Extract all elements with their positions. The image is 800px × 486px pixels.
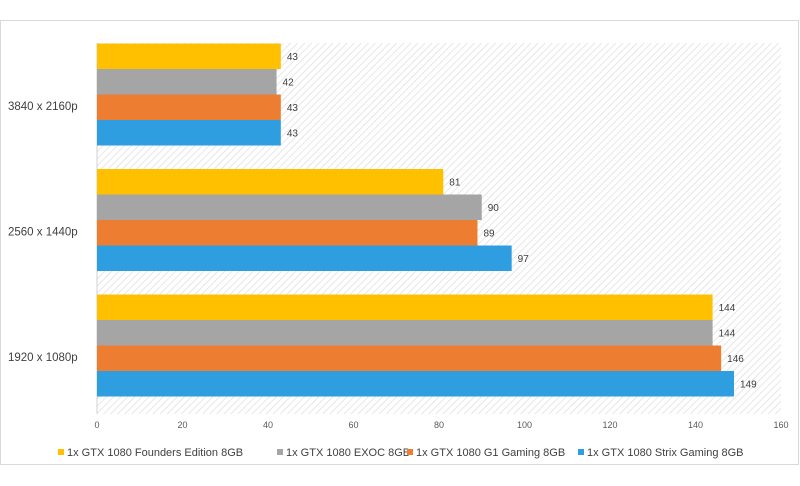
legend: 1x GTX 1080 Founders Edition 8GB 1x GTX 1… [58,447,744,459]
data-label-1920-x-1080p-series-3: 146 [727,354,744,365]
data-label-2560-x-1440p-series-1: 81 [449,177,461,188]
data-label-1920-x-1080p-series-1: 144 [719,303,736,314]
bar-3840-x-2160p-series-4 [97,120,281,146]
x-tick-label-80: 80 [434,420,444,430]
x-tick-label-160: 160 [773,420,788,430]
data-label-3840-x-2160p-series-4: 43 [287,128,299,139]
x-tick-label-100: 100 [517,420,532,430]
legend-label-series-1: 1x GTX 1080 Founders Edition 8GB [67,447,243,459]
bars-layer [97,43,734,397]
x-tick-label-140: 140 [688,420,703,430]
bar-chart: 43 42 43 43 81 90 89 97 144 144 146 149 3840 x 2160… [8,43,789,459]
data-label-2560-x-1440p-series-3: 89 [483,228,495,239]
bar-1920-x-1080p-series-1 [97,294,713,320]
data-labels-layer: 43 42 43 43 81 90 89 97 144 144 146 149 [283,52,758,391]
x-tick-label-120: 120 [602,420,617,430]
chart-frame: 43 42 43 43 81 90 89 97 144 144 146 149 3840 x 2160… [0,20,799,465]
legend-swatch-series-1 [58,449,64,455]
bar-3840-x-2160p-series-3 [97,94,281,120]
bar-1920-x-1080p-series-4 [97,371,734,397]
data-label-3840-x-2160p-series-2: 42 [283,77,295,88]
bar-1920-x-1080p-series-2 [97,320,713,346]
data-label-2560-x-1440p-series-4: 97 [518,254,530,265]
data-label-1920-x-1080p-series-2: 144 [719,328,736,339]
category-label-2560-x-1440p: 2560 x 1440p [8,226,78,238]
legend-label-series-3: 1x GTX 1080 G1 Gaming 8GB [416,447,565,459]
bar-2560-x-1440p-series-3 [97,220,478,246]
bar-2560-x-1440p-series-4 [97,245,512,271]
bar-3840-x-2160p-series-1 [97,43,281,69]
x-tick-label-60: 60 [348,420,358,430]
legend-swatch-series-2 [277,449,283,455]
bar-2560-x-1440p-series-2 [97,194,482,220]
legend-label-series-2: 1x GTX 1080 EXOC 8GB [286,447,410,459]
category-label-3840-x-2160p: 3840 x 2160p [8,101,78,113]
x-tick-label-40: 40 [263,420,273,430]
data-label-3840-x-2160p-series-3: 43 [287,103,299,114]
data-label-3840-x-2160p-series-1: 43 [287,52,299,63]
x-tick-labels-layer: 0 20 40 60 80 100 120 140 160 [94,420,788,430]
x-tick-label-0: 0 [94,420,99,430]
legend-swatch-series-4 [578,449,584,455]
legend-swatch-series-3 [407,449,413,455]
bar-2560-x-1440p-series-1 [97,169,444,195]
category-labels-layer: 3840 x 2160p 2560 x 1440p 1920 x 1080p [8,101,78,364]
data-label-2560-x-1440p-series-2: 90 [488,203,500,214]
bar-1920-x-1080p-series-3 [97,345,722,371]
x-tick-label-20: 20 [177,420,187,430]
category-label-1920-x-1080p: 1920 x 1080p [8,352,78,364]
bar-3840-x-2160p-series-2 [97,69,277,95]
legend-label-series-4: 1x GTX 1080 Strix Gaming 8GB [587,447,744,459]
data-label-1920-x-1080p-series-4: 149 [740,379,757,390]
